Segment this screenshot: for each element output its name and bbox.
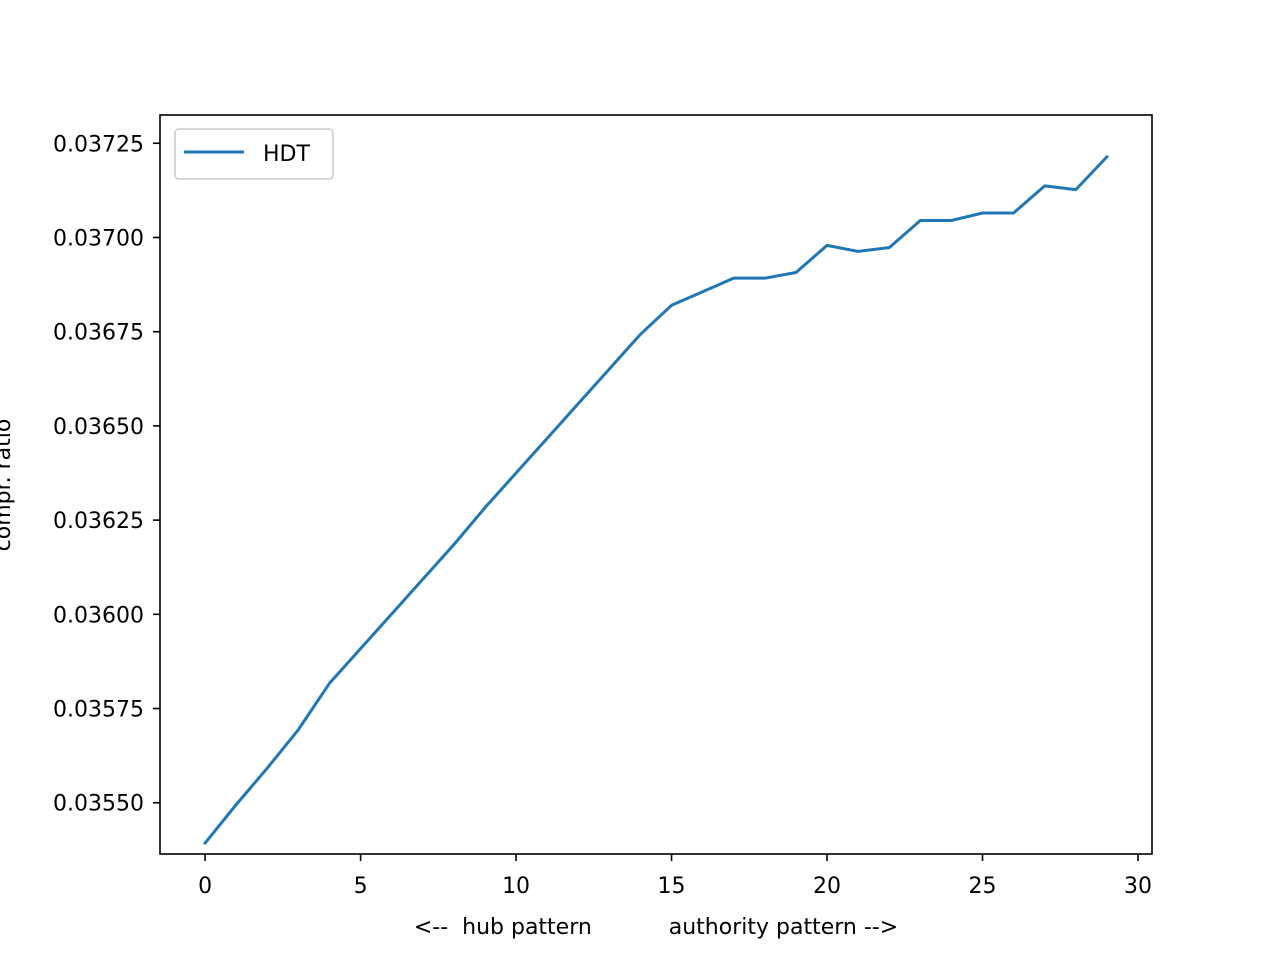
y-tick-label: 0.03700 [53,226,144,251]
series-layer [202,154,1110,846]
x-axis-label: <-- hub pattern authority pattern --> [414,915,898,940]
y-tick-label: 0.03600 [53,603,144,628]
legend-label-hdt: HDT [263,142,310,167]
legend-box [174,128,334,180]
y-axis-label: compr. ratio [0,419,16,552]
x-tick-label: 10 [502,874,530,899]
x-axis: 0 5 10 15 20 25 30 [198,854,1152,899]
y-tick-label: 0.03625 [53,509,144,534]
series-line-hdt [202,154,1110,846]
x-tick-label: 30 [1124,874,1152,899]
x-tick-label: 25 [969,874,997,899]
x-tick-label: 20 [813,874,841,899]
y-tick-label: 0.03650 [53,415,144,440]
y-tick-label: 0.03675 [53,321,144,346]
y-axis: 0.03550 0.03575 0.03600 0.03625 0.03650 0.036… [53,132,160,817]
legend: HDT [174,128,334,180]
plot-area [160,115,1152,854]
x-tick-label: 15 [658,874,686,899]
y-tick-label: 0.03550 [53,792,144,817]
x-tick-label: 5 [354,874,368,899]
y-tick-label: 0.03725 [53,132,144,157]
plot-frame [159,114,1153,855]
y-tick-label: 0.03575 [53,698,144,723]
x-tick-label: 0 [198,874,212,899]
